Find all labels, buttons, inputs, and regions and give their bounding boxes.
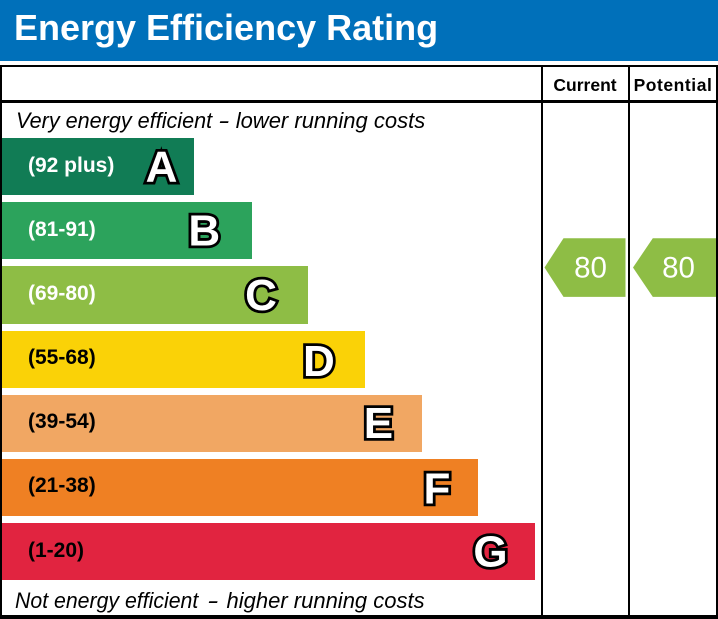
svg-text:E: E bbox=[364, 399, 393, 448]
svg-text:B: B bbox=[188, 207, 220, 256]
svg-text:C: C bbox=[245, 271, 277, 320]
svg-text:G: G bbox=[473, 528, 507, 577]
svg-text:A: A bbox=[146, 143, 178, 192]
svg-text:F: F bbox=[423, 465, 450, 514]
svg-text:80: 80 bbox=[662, 251, 695, 284]
svg-text:80: 80 bbox=[574, 251, 607, 284]
svg-text:D: D bbox=[303, 337, 335, 386]
